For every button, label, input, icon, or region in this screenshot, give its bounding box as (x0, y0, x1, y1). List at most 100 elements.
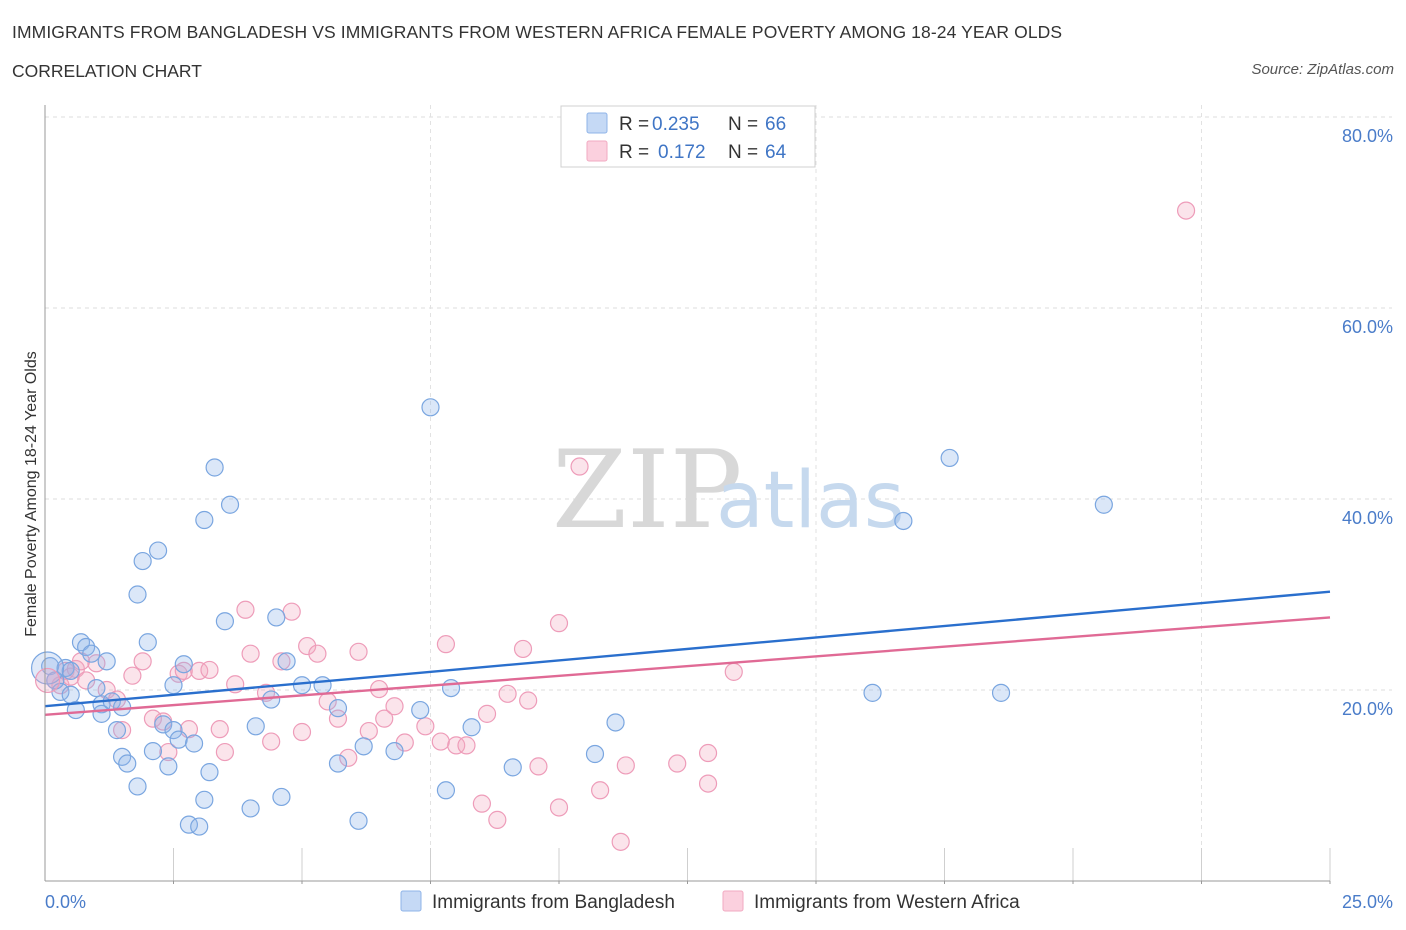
legend-r-label-2: R = (619, 142, 649, 163)
point-western-africa (549, 798, 569, 817)
point-bangladesh (503, 758, 522, 777)
point-bangladesh (1094, 495, 1113, 514)
trend-line-bangladesh (44, 590, 1331, 708)
chart-title: IMMIGRANTS FROM BANGLADESH VS IMMIGRANTS… (12, 22, 1063, 42)
point-bangladesh (128, 777, 147, 796)
point-bangladesh (894, 511, 913, 531)
point-bangladesh (118, 754, 137, 773)
point-western-africa (200, 660, 219, 680)
point-western-africa (431, 732, 450, 751)
point-bangladesh (133, 551, 152, 571)
point-bangladesh (262, 690, 281, 709)
point-bangladesh (61, 685, 80, 704)
point-bangladesh (991, 683, 1011, 702)
point-western-africa (34, 667, 61, 694)
point-bangladesh (164, 721, 183, 740)
point-western-africa (236, 600, 255, 619)
point-western-africa (339, 748, 358, 767)
point-western-africa (447, 736, 466, 755)
point-bangladesh (61, 661, 80, 681)
point-bangladesh (169, 730, 188, 749)
point-bangladesh (195, 790, 214, 809)
point-western-africa (77, 671, 96, 690)
point-bangladesh (195, 510, 214, 530)
point-western-africa (519, 691, 538, 710)
point-western-africa (112, 721, 132, 740)
point-bangladesh (267, 608, 286, 627)
point-bangladesh (154, 715, 173, 734)
point-western-africa (262, 732, 281, 751)
point-bangladesh (863, 683, 882, 702)
point-bangladesh (220, 495, 240, 514)
point-western-africa (698, 743, 718, 763)
point-western-africa (668, 754, 687, 773)
point-western-africa (215, 742, 234, 762)
legend-swatch-western-africa (586, 140, 608, 162)
bottom-legend-swatch-bangladesh (400, 890, 422, 912)
point-bangladesh (56, 658, 75, 678)
point-western-africa (375, 709, 394, 728)
point-western-africa (169, 664, 188, 683)
point-bangladesh (215, 612, 234, 631)
point-western-africa (488, 810, 507, 829)
point-western-africa (513, 639, 533, 659)
point-bangladesh (940, 448, 959, 468)
point-bangladesh (82, 644, 101, 663)
point-bangladesh (164, 676, 183, 695)
point-bangladesh (385, 742, 404, 761)
point-bangladesh (128, 585, 147, 604)
legend-r-value-1: 0.235 (652, 114, 700, 135)
point-western-africa (477, 704, 497, 723)
bottom-legend-label-bangladesh: Immigrants from Bangladesh (432, 892, 675, 913)
point-bangladesh (138, 633, 157, 652)
point-western-africa (436, 635, 456, 654)
bottom-legend-label-western-africa: Immigrants from Western Africa (754, 892, 1020, 913)
point-bangladesh (174, 655, 193, 674)
point-bangladesh (190, 817, 209, 836)
point-bangladesh (87, 678, 106, 698)
point-bangladesh (411, 700, 430, 720)
point-bangladesh (143, 742, 163, 761)
watermark-zip: ZIP (552, 428, 742, 553)
watermark-atlas: atlas (716, 456, 905, 546)
point-western-africa (133, 652, 152, 671)
point-bangladesh (292, 676, 312, 695)
point-western-africa (143, 709, 163, 728)
point-western-africa (549, 614, 569, 633)
point-western-africa (611, 832, 630, 851)
point-bangladesh (184, 734, 204, 753)
trend-line-western-africa (44, 616, 1331, 717)
trend-lines (44, 590, 1331, 717)
point-western-africa (159, 742, 178, 762)
y-tick-label: 80.0% (1342, 126, 1393, 146)
point-western-africa (328, 709, 348, 728)
point-western-africa (591, 781, 610, 800)
x-tick-label-min: 0.0% (45, 892, 86, 912)
point-western-africa (308, 644, 327, 663)
point-western-africa (1176, 201, 1196, 220)
x-tick-label-max: 25.0% (1342, 892, 1393, 912)
y-axis-title: Female Poverty Among 18-24 Year Olds (23, 351, 40, 637)
point-bangladesh (349, 811, 368, 830)
point-bangladesh (246, 717, 265, 736)
point-bangladesh (272, 787, 291, 807)
legend: R = 0.235 N = 66 R = 0.172 N = 64 (560, 105, 816, 168)
point-western-africa (457, 736, 476, 755)
point-western-africa (616, 756, 635, 775)
point-western-africa (529, 757, 548, 776)
point-western-africa (698, 774, 718, 793)
data-points (30, 201, 1196, 851)
point-bangladesh (159, 757, 178, 776)
point-bangladesh (421, 398, 440, 417)
point-western-africa (385, 697, 404, 716)
point-western-africa (241, 644, 260, 663)
bottom-legend: Immigrants from Bangladesh Immigrants fr… (400, 890, 1020, 913)
point-bangladesh (606, 713, 625, 732)
point-bangladesh (66, 700, 85, 720)
legend-r-value-2: 0.172 (658, 142, 706, 163)
point-western-africa (349, 642, 368, 661)
legend-swatch-bangladesh (586, 112, 608, 134)
point-western-africa (272, 652, 291, 671)
y-tick-label: 20.0% (1342, 699, 1393, 719)
